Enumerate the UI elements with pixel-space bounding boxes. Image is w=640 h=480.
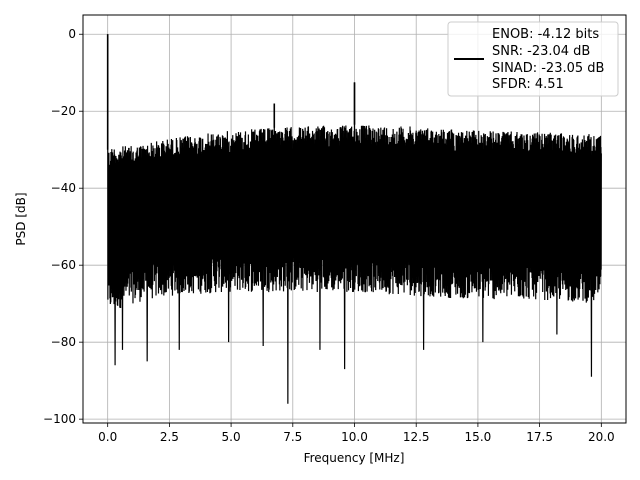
legend: ENOB: -4.12 bits SNR: -23.04 dB SINAD: -… [447,21,619,97]
x-tick-label: 17.5 [526,430,553,444]
x-tick-label: 10.0 [341,430,368,444]
legend-entry-enob: ENOB: -4.12 bits [492,27,599,42]
x-tick-label: 0.0 [98,430,117,444]
legend-box [447,21,619,97]
x-tick-label: 20.0 [588,430,615,444]
x-axis-label: Frequency [MHz] [304,451,405,465]
y-tick-label: −80 [51,335,76,349]
legend-entry-snr: SNR: -23.04 dB [492,44,590,59]
x-tick-label: 5.0 [222,430,241,444]
legend-entry-sfdr: SFDR: 4.51 [492,77,564,92]
y-tick-label: −20 [51,104,76,118]
y-tick-label: 0 [68,27,76,41]
axis-ticks: 0.0 2.5 5.0 7.5 10.0 12.5 15.0 17.5 20.0 0 −20 −40 −… [43,27,615,444]
x-tick-label: 2.5 [160,430,179,444]
legend-entry-sinad: SINAD: -23.05 dB [492,61,604,76]
y-tick-label: −40 [51,181,76,195]
psd-trace [106,34,602,404]
y-tick-label: −60 [51,258,76,272]
y-tick-label: −100 [43,412,76,426]
x-tick-label: 7.5 [283,430,302,444]
y-axis-label: PSD [dB] [14,192,28,245]
x-tick-label: 12.5 [403,430,430,444]
x-tick-label: 15.0 [465,430,492,444]
